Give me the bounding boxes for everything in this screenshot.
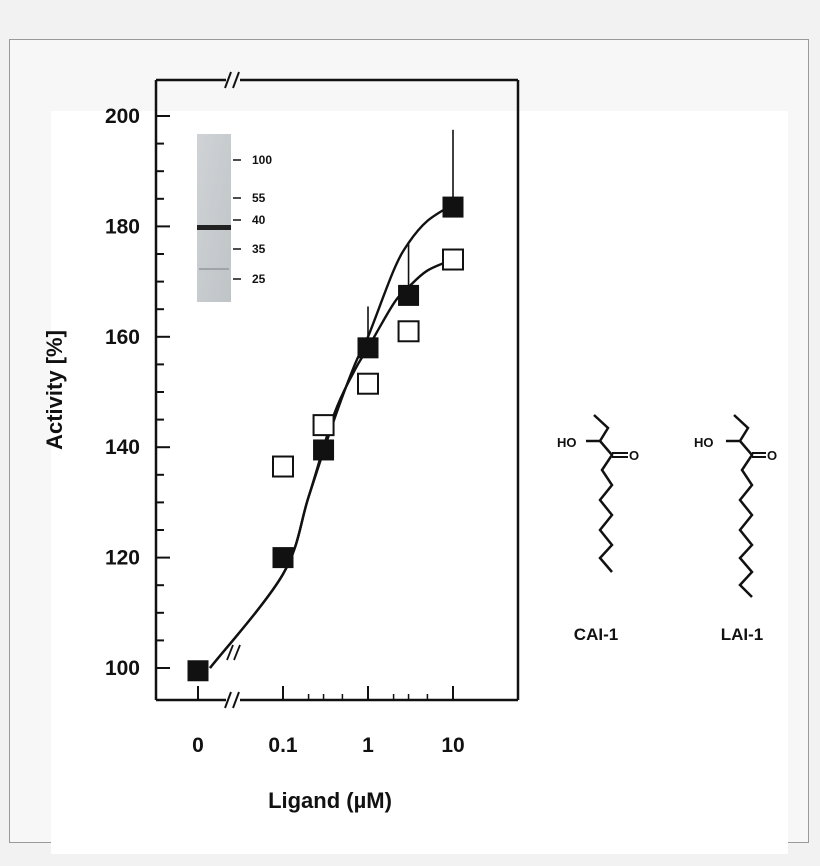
lai1-o-label: O [767,448,777,463]
cai1-ho-label: HO [557,435,577,450]
y-axis-title: Activity [%] [42,330,67,450]
filled-square-point [357,337,379,359]
y-tick-label: 100 [105,657,140,680]
blot-marker-label: 55 [252,191,266,205]
figure-panel [51,111,788,854]
filled-square-point [272,547,294,569]
blot-band [197,225,231,230]
figure-frame [9,39,809,854]
cai1-name: CAI-1 [574,625,618,644]
cai1-structure: HO O CAI-1 [557,414,639,644]
lai1-name: LAI-1 [721,625,764,644]
open-square-point [357,372,379,395]
curve-break [226,644,241,661]
x-axis-title: Ligand (µM) [268,788,392,813]
data-points [187,196,464,682]
y-axis-ticks: 100 120 140 160 180 200 [105,105,170,680]
blot-marker-label: 40 [252,213,266,227]
fit-curves [209,203,454,669]
filled-square-point [187,660,209,682]
y-tick-label: 120 [105,547,140,570]
cai1-skeleton [593,414,614,573]
lai1-structure: HO O LAI-1 [694,414,777,644]
y-tick-label: 140 [105,436,140,459]
plot-frame [154,78,520,702]
blot-marker-ladder: 100 55 40 35 25 [233,153,272,286]
blot-lane [197,134,231,302]
fit-curve-series-1 [209,203,454,669]
open-square-point [272,455,294,478]
axis-break-top [224,71,240,89]
y-tick-label: 200 [105,105,140,128]
open-square-point [312,414,335,437]
blot-marker-label: 100 [252,153,272,167]
y-tick-label: 180 [105,215,140,238]
x-axis-ticks: 0 0.1 1 10 [192,686,465,757]
blot-marker-label: 25 [252,272,266,286]
axis-break-bottom [224,691,240,709]
lai1-ho-label: HO [694,435,714,450]
lai1-skeleton [733,414,754,598]
filled-square-point [313,439,335,461]
western-blot-inset: 100 55 40 35 25 [197,134,272,302]
x-tick-label: 1 [362,734,374,757]
open-square-point [397,320,420,343]
blot-marker-label: 35 [252,242,266,256]
filled-square-point [398,284,420,306]
x-tick-label: 10 [441,734,464,757]
y-tick-label: 160 [105,326,140,349]
cai1-o-label: O [629,448,639,463]
open-square-point [442,248,464,271]
x-tick-label: 0.1 [268,734,298,757]
x-tick-label: 0 [192,734,204,757]
filled-square-point [442,196,464,218]
